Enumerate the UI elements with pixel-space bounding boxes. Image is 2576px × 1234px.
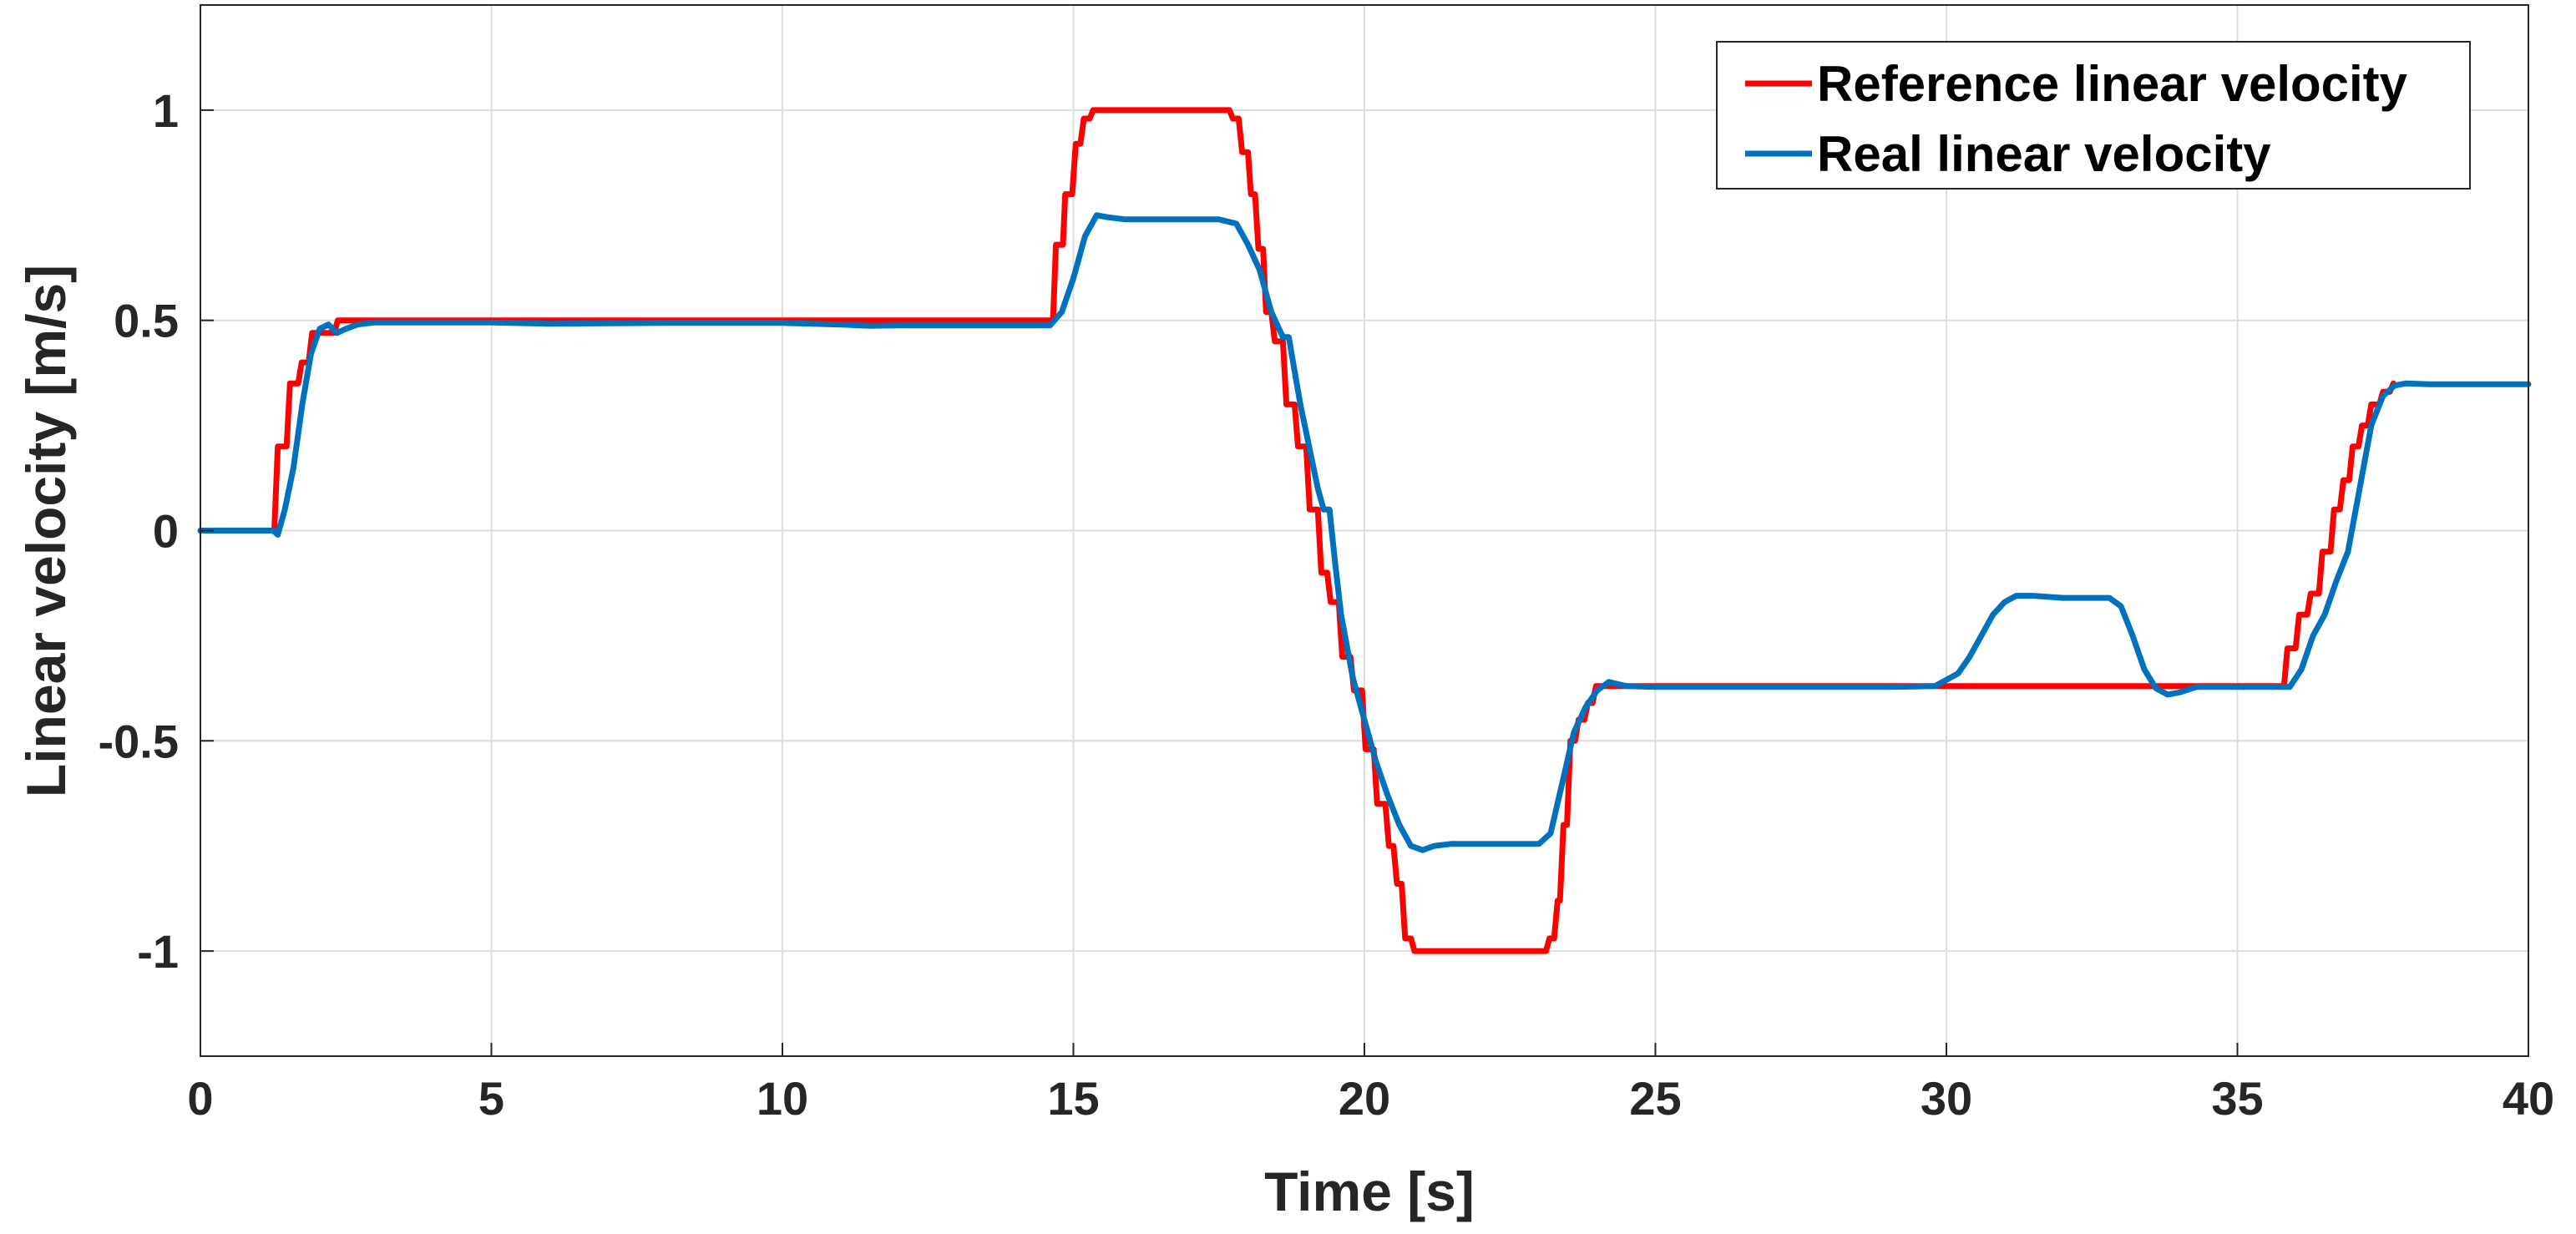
axis-ticks: 0 5 10 15 20 25 30 35 40 -1 -0.5 0 0.5 1: [99, 84, 2555, 1125]
x-axis-title: Time [s]: [1264, 1161, 1475, 1222]
y-tick-label: -0.5: [99, 715, 180, 767]
x-tick-label: 35: [2211, 1072, 2263, 1125]
legend-box: [1716, 41, 2471, 190]
x-tick-label: 10: [757, 1072, 808, 1125]
x-tick-label: 0: [187, 1072, 213, 1125]
x-tick-label: 20: [1339, 1072, 1390, 1125]
x-tick-label: 25: [1629, 1072, 1681, 1125]
y-axis-title: Linear velocity [m/s]: [15, 265, 77, 797]
legend: Reference linear velocity Real linear ve…: [1716, 41, 2471, 190]
legend-label-reference: Reference linear velocity: [1817, 56, 2408, 112]
series-lines: [197, 107, 2532, 954]
legend-label-real: Real linear velocity: [1817, 126, 2271, 182]
x-tick-label: 40: [2503, 1072, 2554, 1125]
x-tick-label: 5: [478, 1072, 504, 1125]
y-tick-label: 1: [153, 84, 179, 137]
series-line-real: [197, 212, 2532, 853]
y-tick-label: -1: [137, 925, 179, 978]
series-line-reference: [197, 107, 2396, 954]
x-tick-label: 15: [1047, 1072, 1099, 1125]
y-tick-label: 0: [153, 505, 179, 558]
x-tick-label: 30: [1921, 1072, 1972, 1125]
y-tick-label: 0.5: [114, 295, 179, 347]
